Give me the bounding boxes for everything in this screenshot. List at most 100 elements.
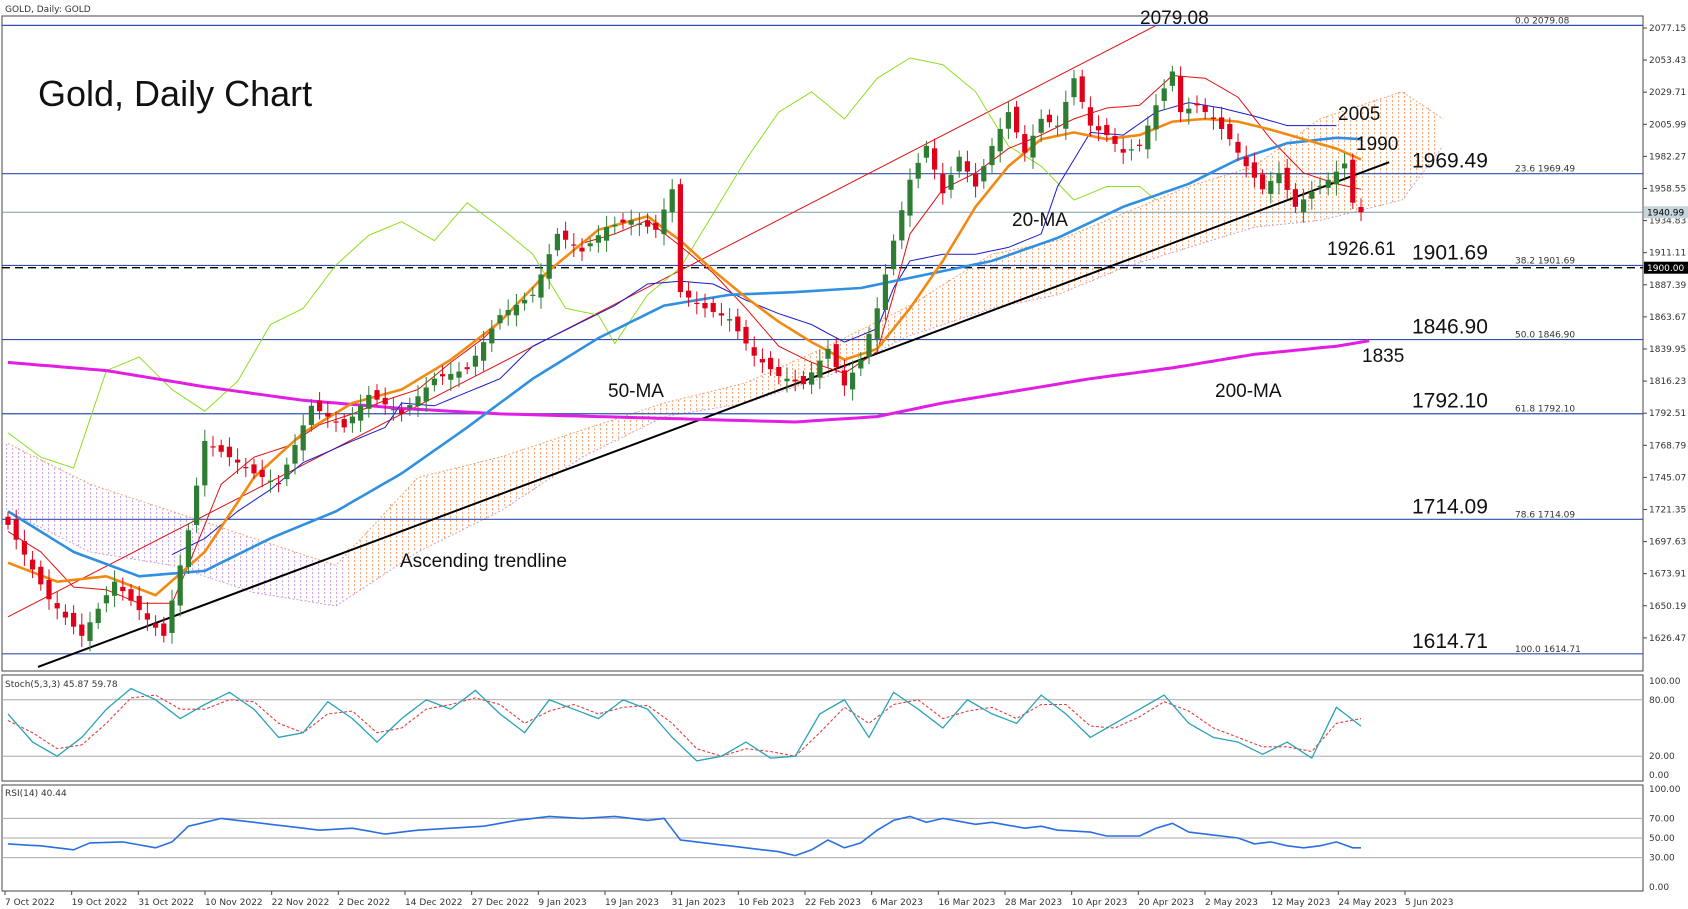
candle-body bbox=[1309, 191, 1315, 199]
candle-body bbox=[595, 235, 601, 243]
candle-body bbox=[407, 405, 413, 409]
candle bbox=[276, 474, 282, 493]
kumo-segment bbox=[709, 390, 718, 409]
kumo-segment bbox=[1242, 168, 1251, 230]
candle bbox=[997, 117, 1003, 163]
candle-body bbox=[809, 372, 815, 385]
candle-body bbox=[948, 175, 954, 190]
candle-body bbox=[817, 360, 823, 378]
candle-body bbox=[686, 290, 692, 298]
candle bbox=[46, 569, 52, 610]
kumo-segment bbox=[323, 562, 332, 605]
candle bbox=[112, 570, 118, 608]
kumo-segment bbox=[1422, 108, 1431, 168]
candle bbox=[989, 138, 995, 173]
kumo-segment bbox=[594, 424, 603, 450]
candle-body bbox=[636, 223, 642, 226]
kumo-segment bbox=[85, 484, 95, 552]
candle bbox=[1161, 79, 1167, 111]
chart-annotation: 1835 bbox=[1362, 346, 1404, 367]
candle bbox=[907, 168, 913, 227]
candle bbox=[538, 263, 544, 309]
candle bbox=[1079, 69, 1085, 109]
kumo-segment bbox=[668, 401, 677, 416]
candle bbox=[1284, 158, 1290, 199]
candle bbox=[612, 216, 618, 235]
candle bbox=[128, 583, 134, 606]
candle-body bbox=[95, 608, 101, 624]
candle-body bbox=[505, 310, 511, 316]
candle bbox=[759, 348, 765, 374]
candle bbox=[587, 238, 593, 252]
candle bbox=[1104, 118, 1110, 143]
date-tick-label: 20 Apr 2023 bbox=[1138, 898, 1194, 908]
price-tick-label: 1626.47 bbox=[1649, 634, 1686, 644]
candle-body bbox=[694, 302, 700, 305]
kumo-segment bbox=[504, 454, 513, 506]
candle bbox=[1137, 139, 1143, 152]
candle-body bbox=[940, 174, 946, 194]
stoch-panel-frame bbox=[1, 674, 1644, 782]
price-tick-label: 1697.63 bbox=[1649, 538, 1686, 548]
candle-body bbox=[38, 566, 44, 585]
kumo-segment bbox=[118, 495, 127, 558]
candle-body bbox=[5, 516, 11, 525]
candle-body bbox=[1014, 106, 1020, 133]
candle-body bbox=[546, 254, 552, 279]
kumo-segment bbox=[479, 461, 488, 520]
kumo-segment bbox=[1291, 136, 1300, 223]
price-tick-label: 1673.91 bbox=[1649, 570, 1686, 580]
kumo-segment bbox=[987, 254, 997, 309]
stoch-tick-label: 0.00 bbox=[1649, 771, 1669, 781]
candle-body bbox=[513, 304, 519, 316]
kumo-segment bbox=[389, 503, 398, 569]
candle bbox=[563, 221, 569, 249]
kumo-segment bbox=[397, 495, 406, 563]
candle bbox=[259, 459, 265, 488]
candle-body bbox=[677, 184, 683, 293]
candle-body bbox=[103, 595, 109, 604]
kumo-segment bbox=[274, 546, 283, 597]
kumo-segment bbox=[1012, 249, 1021, 304]
candle bbox=[489, 320, 495, 352]
kumo-segment bbox=[979, 259, 988, 312]
kumo-segment bbox=[1086, 227, 1095, 282]
candle bbox=[62, 604, 68, 625]
candle bbox=[751, 336, 757, 367]
candle-body bbox=[284, 464, 290, 480]
candle-body bbox=[563, 230, 569, 240]
candle bbox=[1227, 117, 1233, 146]
chart-annotation: 200-MA bbox=[1215, 381, 1282, 402]
candle bbox=[981, 158, 987, 189]
candle bbox=[727, 307, 733, 332]
kumo-segment bbox=[1037, 244, 1046, 299]
candle-body bbox=[1350, 159, 1356, 203]
chikou-span-line bbox=[7, 57, 1157, 469]
kumo-segment bbox=[446, 469, 455, 536]
date-tick-label: 10 Apr 2023 bbox=[1072, 898, 1128, 908]
kumo-segment bbox=[192, 519, 201, 574]
candle-body bbox=[1128, 149, 1134, 151]
stoch-tick-label: 100.00 bbox=[1649, 677, 1681, 687]
candle-body bbox=[136, 595, 142, 611]
kumo-segment bbox=[1406, 97, 1415, 190]
candle bbox=[1014, 100, 1020, 139]
candle-body bbox=[1317, 185, 1323, 188]
kumo-segment bbox=[143, 503, 152, 562]
candle bbox=[620, 212, 626, 230]
candle bbox=[1046, 109, 1052, 128]
candle-body bbox=[866, 334, 872, 357]
kumo-segment bbox=[176, 514, 185, 569]
candle bbox=[973, 163, 979, 198]
candle bbox=[202, 429, 208, 497]
candle bbox=[1153, 93, 1159, 141]
date-tick-label: 12 May 2023 bbox=[1272, 898, 1331, 908]
candle-body bbox=[1202, 105, 1208, 113]
candle bbox=[390, 398, 396, 421]
candle-body bbox=[1219, 117, 1225, 130]
candle bbox=[440, 365, 446, 385]
candle bbox=[669, 179, 675, 223]
candle bbox=[1005, 101, 1011, 140]
candle-body bbox=[1169, 71, 1175, 86]
candle-body bbox=[218, 445, 224, 452]
